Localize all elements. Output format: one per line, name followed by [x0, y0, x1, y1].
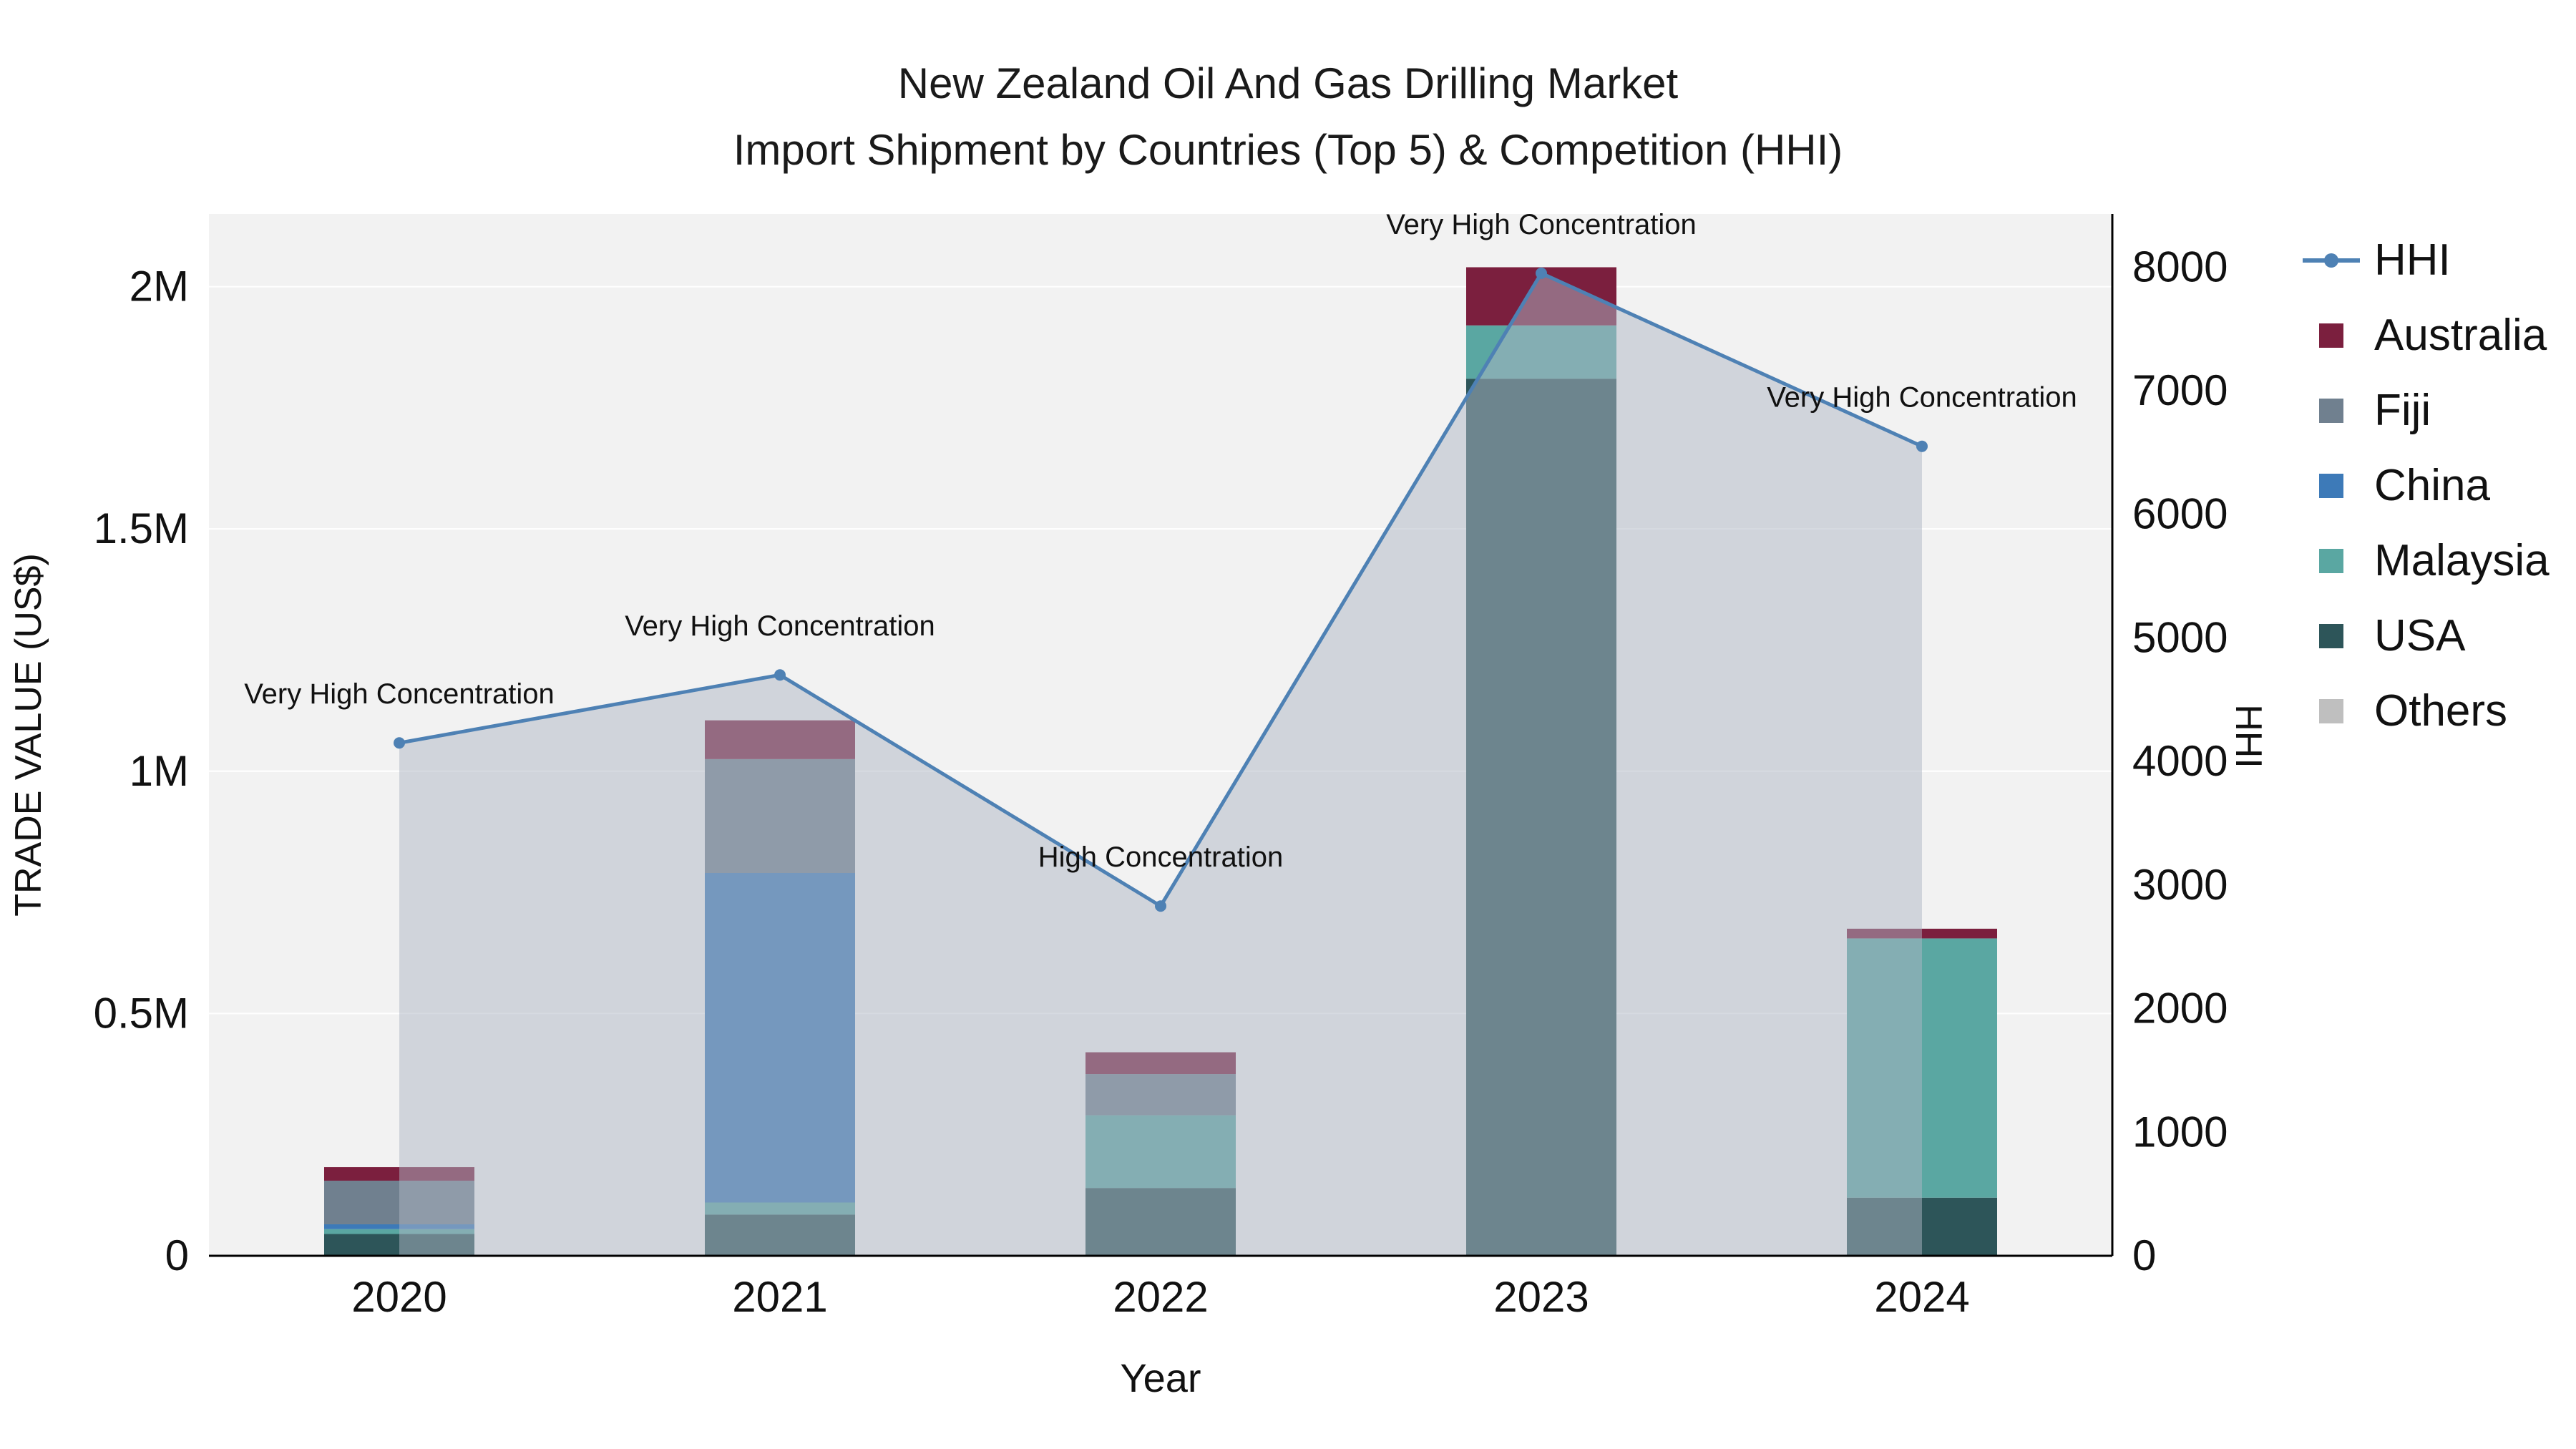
legend-label: HHI	[2374, 235, 2451, 285]
annotation-2022: High Concentration	[1038, 841, 1283, 873]
y-left-tick: 1.5M	[94, 504, 189, 552]
chart-title: New Zealand Oil And Gas Drilling Market …	[0, 50, 2576, 183]
legend-label: Others	[2374, 686, 2508, 736]
hhi-marker-glyph	[2324, 253, 2338, 268]
x-tick-2024: 2024	[1874, 1273, 1969, 1321]
legend-item-australia[interactable]: Australia	[2303, 310, 2550, 361]
y-right-tick: 0	[2132, 1231, 2156, 1279]
annotation-2020: Very High Concentration	[244, 678, 555, 710]
y-right-tick: 2000	[2132, 985, 2228, 1033]
color-swatch-icon	[2319, 398, 2343, 423]
hhi-line-swatch	[2303, 253, 2360, 268]
y-left-tick: 0.5M	[94, 989, 189, 1037]
hhi-marker-2020	[394, 737, 405, 749]
legend-label: Australia	[2374, 311, 2547, 360]
legend-label: Malaysia	[2374, 536, 2550, 585]
x-tick-2020: 2020	[351, 1273, 447, 1321]
x-tick-2023: 2023	[1493, 1273, 1589, 1321]
y-right-tick: 8000	[2132, 243, 2228, 291]
y-right-tick: 3000	[2132, 861, 2228, 909]
hhi-area	[399, 273, 1922, 1256]
y-right-tick: 4000	[2132, 737, 2228, 785]
x-axis-title: Year	[1120, 1355, 1201, 1400]
color-swatch-icon	[2319, 698, 2343, 723]
annotation-2024: Very High Concentration	[1767, 382, 2077, 414]
y-right-tick: 6000	[2132, 490, 2228, 538]
legend-item-hhi[interactable]: HHI	[2303, 235, 2550, 286]
legend-item-china[interactable]: China	[2303, 460, 2550, 511]
y-right-tick: 1000	[2132, 1108, 2228, 1156]
color-swatch-icon	[2319, 473, 2343, 498]
legend-swatch-usa	[2303, 623, 2360, 648]
color-swatch-icon	[2319, 548, 2343, 573]
legend-label: Fiji	[2374, 386, 2431, 435]
y-left-tick: 1M	[130, 747, 189, 795]
legend-swatch-malaysia	[2303, 548, 2360, 573]
color-swatch-icon	[2319, 323, 2343, 348]
hhi-marker-2024	[1916, 440, 1928, 452]
x-tick-2021: 2021	[732, 1273, 827, 1321]
hhi-marker-2021	[774, 669, 786, 681]
legend: HHI Australia Fiji China Malaysia USA Others	[2303, 235, 2550, 736]
legend-swatch-fiji	[2303, 398, 2360, 423]
legend-item-fiji[interactable]: Fiji	[2303, 385, 2550, 436]
legend-item-malaysia[interactable]: Malaysia	[2303, 535, 2550, 586]
legend-swatch-china	[2303, 473, 2360, 498]
y-left-tick: 2M	[130, 263, 189, 311]
chart-title-line1: New Zealand Oil And Gas Drilling Market	[897, 59, 1679, 107]
chart-title-line2: Import Shipment by Countries (Top 5) & C…	[733, 126, 1843, 174]
y-right-tick: 7000	[2132, 366, 2228, 414]
y-left-tick: 0	[165, 1231, 189, 1279]
y-right-tick: 5000	[2132, 613, 2228, 661]
legend-label: China	[2374, 461, 2490, 510]
annotation-2023: Very High Concentration	[1386, 209, 1697, 240]
color-swatch-icon	[2319, 623, 2343, 648]
y-left-axis-title: TRADE VALUE (US$)	[8, 553, 49, 917]
legend-swatch-others	[2303, 698, 2360, 723]
annotation-2021: Very High Concentration	[625, 610, 935, 642]
legend-swatch-australia	[2303, 323, 2360, 348]
x-tick-2022: 2022	[1113, 1273, 1208, 1321]
hhi-marker-2023	[1536, 267, 1547, 279]
y-right-axis-title: HHI	[2228, 704, 2269, 769]
hhi-marker-2022	[1155, 900, 1166, 912]
legend-item-usa[interactable]: USA	[2303, 610, 2550, 661]
legend-item-others[interactable]: Others	[2303, 686, 2550, 736]
legend-label: USA	[2374, 611, 2466, 660]
hhi-line-glyph	[2303, 253, 2360, 268]
